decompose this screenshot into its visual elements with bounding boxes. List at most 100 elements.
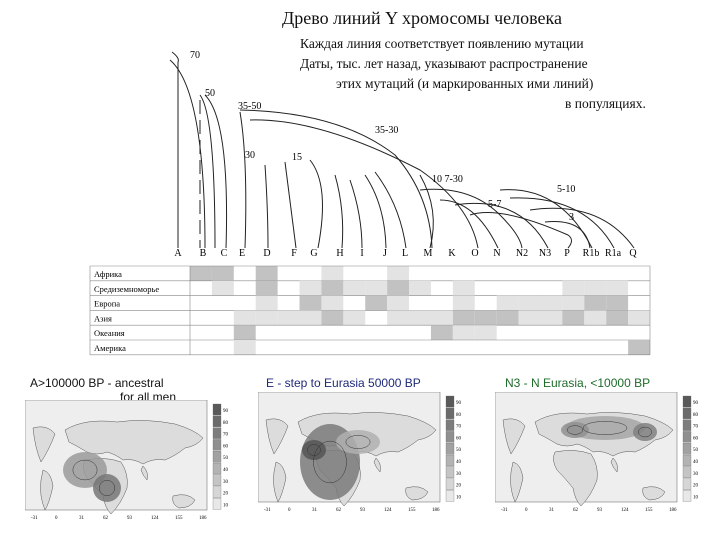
map-scale-swatch [445,395,455,408]
region-label: Европа [94,299,120,309]
region-label: Америка [94,343,126,353]
tree-branch [419,188,523,249]
map-scale-swatch [445,419,455,431]
tree-date-label: 5-10 [557,184,575,195]
matrix-cell [452,325,475,340]
haplogroup-label-i: I [360,248,363,259]
matrix-cell [496,295,519,311]
tree-branch [469,212,572,249]
matrix-cell [299,295,322,311]
map-landmass [172,494,196,509]
matrix-cell [452,280,475,296]
haplogroup-label-j: J [383,248,387,259]
map-axis-tick: 0 [525,508,528,513]
map-scale-swatch [445,454,455,467]
matrix-cell [409,310,431,326]
matrix-cell [299,310,322,326]
matrix-cell [190,266,212,281]
haplogroup-label-n3: N3 [539,248,551,259]
tree-branch [204,94,228,249]
map-scale-swatch [682,395,692,408]
map-axis-tick: 93 [360,508,366,513]
map-axis-tick: 124 [621,508,629,513]
map-scale-swatch [445,466,455,478]
matrix-cell [562,280,585,296]
map-scale-swatch [212,427,222,439]
tree-date-label: 3 [569,212,574,223]
map-axis-tick: 155 [645,508,653,513]
map-axis-tick: 124 [384,508,392,513]
map-scale-label: 70 [223,433,229,438]
haplogroup-label-h: H [336,248,343,259]
map-scale-label: 70 [693,425,699,430]
haplogroup-label-r1b: R1b [583,248,600,259]
haplogroup-label-m: M [424,248,433,259]
map2-caption: E - step to Eurasia 50000 BP [266,376,421,390]
map-scale-swatch [212,451,222,463]
tree-branch [239,109,433,249]
matrix-cell [233,310,256,326]
map-contour [72,459,98,481]
region-label: Африка [94,269,122,279]
map-axis-tick: 62 [103,516,109,521]
map-scale-swatch [212,439,222,451]
tree-date-label: 30 [245,150,255,161]
map-landmass [265,418,289,455]
matrix-cell [606,280,629,296]
map-scale-label: 90 [456,401,462,406]
map-scale-label: 20 [456,484,462,489]
tree-branch [529,207,635,249]
map-contour [99,480,115,496]
map-axis-tick: 186 [432,508,440,513]
tree-date-label: 15 [292,152,302,163]
map-scale-swatch [212,486,222,498]
matrix-cell [365,295,388,311]
matrix-cell [321,266,344,281]
map-contour [313,440,347,484]
map-scale-label: 90 [223,409,229,414]
tree-branch [544,221,591,249]
haplogroup-label-n: N [493,248,500,259]
map-scale-label: 30 [223,480,229,485]
map-scale-swatch [682,466,692,478]
map-axis-tick: -31 [264,508,271,513]
map-scale-label: 80 [223,421,229,426]
matrix-cell [255,280,278,296]
map-axis-tick: 31 [549,508,555,513]
tree-date-label: 70 [190,50,200,61]
matrix-cell [343,310,366,326]
matrix-cell [409,280,431,296]
map-scale-swatch [682,443,692,455]
map-scale-swatch [682,407,692,419]
haplogroup-label-o: O [471,248,478,259]
haplogroup-label-n2: N2 [516,248,528,259]
matrix-cell [321,295,344,311]
matrix-cell [628,340,650,355]
matrix-cell [387,310,410,326]
map-axis-tick: 186 [669,508,677,513]
map-scale-label: 70 [456,425,462,430]
tree-branch [239,111,247,249]
tree-branch [199,94,216,249]
map-scale-label: 80 [693,413,699,418]
matrix-cell [299,280,322,296]
map-contour [567,425,583,435]
map-scale-swatch [445,490,455,502]
map-landmass [610,457,618,473]
map-axis-tick: 124 [151,516,159,521]
tree-branch [284,161,297,249]
map-scale-swatch [682,431,692,443]
map-landmass [64,420,204,465]
tree-branch [249,119,479,249]
matrix-cell [474,325,497,340]
map-density-blob [561,422,589,438]
map-axis-tick: -31 [501,508,508,513]
tree-branch [334,174,344,249]
haplogroup-label-p: P [564,248,570,259]
description-line-2: Даты, тыс. лет назад, указывают распрост… [300,56,588,71]
map-haplogroup-e: -31 0 31 62 93 124 155 186 90 80 70 60 50 40 30 20 10 [258,392,462,513]
map-scale-label: 50 [223,456,229,461]
region-label: Азия [94,313,112,323]
map-scale-swatch [445,443,455,455]
map-haplogroup-a: -31 0 31 62 93 124 155 186 90 80 70 60 50 40 30 20 10 [25,400,229,521]
